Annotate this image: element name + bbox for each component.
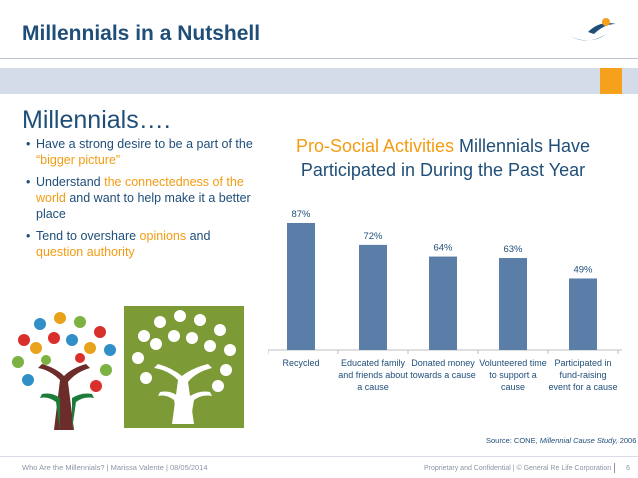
category-label-line: Educated family [341, 358, 406, 368]
bullet-highlight: question authority [36, 245, 135, 259]
category-label: Recycled [282, 358, 319, 368]
bar [429, 256, 457, 350]
header-divider [0, 58, 638, 59]
section-title: Millennials…. [22, 106, 171, 134]
bullet-highlight: “bigger picture” [36, 153, 121, 167]
data-label: 72% [363, 231, 383, 242]
bullet-text: Have a strong desire to be a part of the [36, 137, 253, 151]
data-label: 87% [291, 209, 311, 220]
bullet-text: and want to help make it a better place [36, 191, 251, 221]
source-year: 2006 [617, 436, 637, 445]
category-label-line: to support a [489, 370, 537, 380]
chart-title-text: Millennials Have Participated in During … [300, 136, 591, 180]
tree-of-hands-icon [12, 312, 116, 430]
data-label: 64% [433, 243, 453, 254]
bar-chart: 87% Recycled 72% Educated family and friends… [268, 209, 622, 392]
bullet-item: Tend to overshare opinions and question … [26, 228, 256, 260]
chart-title: Pro-Social Activities Millennials Have P… [268, 134, 618, 182]
category-label: Participated in fund-raising event for a c… [548, 358, 617, 392]
footer-separator [614, 463, 616, 473]
bullet-text: Understand [36, 175, 105, 189]
chart-title-highlight: Pro-Social Activities [295, 136, 454, 156]
category-label-line: Volunteered time [479, 358, 547, 368]
category-label-line: Participated in [554, 358, 611, 368]
bullet-item: Have a strong desire to be a part of the… [26, 136, 256, 168]
bullet-text: and [186, 229, 211, 243]
bullet-highlight: opinions [139, 229, 187, 243]
source-prefix: Source: CONE, [486, 436, 540, 445]
category-label-line: towards a cause [410, 370, 476, 380]
footer-copyright: Proprietary and Confidential | © General… [424, 464, 612, 472]
bar [499, 258, 527, 350]
swoosh-logo-icon [570, 18, 616, 41]
bullet-highlight: the connectedness of the world [36, 175, 244, 205]
category-label: Educated family and friends about a cause [338, 358, 408, 392]
footer-right: Proprietary and Confidential | © General… [424, 463, 630, 473]
category-label-line: Donated money [411, 358, 475, 368]
category-label-line: a cause [357, 382, 389, 392]
category-label-line: and friends about [338, 370, 408, 380]
tree-of-hands-green-icon [124, 306, 244, 428]
footer-divider [0, 456, 638, 457]
bar [287, 222, 315, 350]
source-title: Millennial Cause Study, [539, 436, 618, 445]
category-label-line: Recycled [282, 358, 319, 368]
header-title: Millennials in a Nutshell [22, 22, 261, 45]
category-label: Volunteered time to support a cause [479, 358, 547, 392]
bullet-item: Understand the connectedness of the worl… [26, 174, 256, 222]
bar [569, 278, 597, 350]
bar [359, 244, 387, 350]
bullet-text: Tend to overshare [36, 229, 140, 243]
category-label-line: event for a cause [548, 382, 617, 392]
accent-block [600, 68, 622, 94]
page-number: 6 [626, 464, 631, 472]
category-label-line: fund-raising [559, 370, 606, 380]
footer-left: Who Are the Millennials? | Marissa Valen… [22, 463, 208, 472]
data-label: 63% [503, 244, 523, 255]
data-label: 49% [573, 264, 593, 275]
header-band [0, 68, 638, 94]
bullet-list: Have a strong desire to be a part of the… [26, 136, 256, 266]
category-label: Donated money towards a cause [410, 358, 476, 380]
category-label-line: cause [501, 382, 525, 392]
source-note: Source: CONE, Millennial Cause Study, 20… [486, 436, 636, 445]
